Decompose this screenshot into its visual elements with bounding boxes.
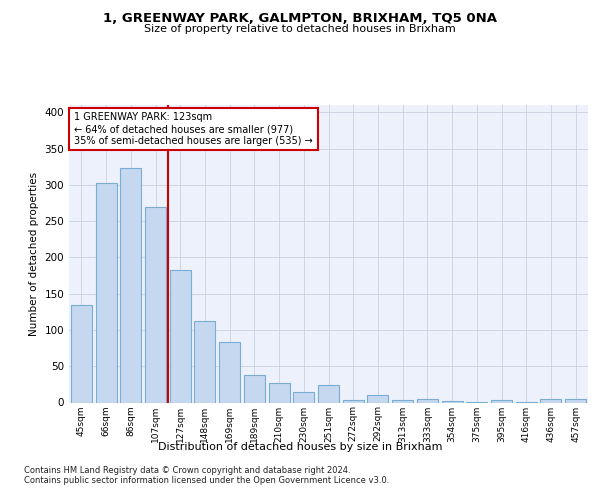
Bar <box>491 400 512 402</box>
Text: Contains HM Land Registry data © Crown copyright and database right 2024.: Contains HM Land Registry data © Crown c… <box>24 466 350 475</box>
Bar <box>219 342 240 402</box>
Bar <box>194 320 215 402</box>
Y-axis label: Number of detached properties: Number of detached properties <box>29 172 39 336</box>
Text: Size of property relative to detached houses in Brixham: Size of property relative to detached ho… <box>144 24 456 34</box>
Bar <box>293 392 314 402</box>
Bar <box>145 206 166 402</box>
Text: Contains public sector information licensed under the Open Government Licence v3: Contains public sector information licen… <box>24 476 389 485</box>
Bar <box>417 399 438 402</box>
Bar <box>343 400 364 402</box>
Bar <box>367 395 388 402</box>
Bar <box>244 375 265 402</box>
Bar <box>392 400 413 402</box>
Text: 1 GREENWAY PARK: 123sqm
← 64% of detached houses are smaller (977)
35% of semi-d: 1 GREENWAY PARK: 123sqm ← 64% of detache… <box>74 112 313 146</box>
Bar <box>170 270 191 402</box>
Bar <box>120 168 141 402</box>
Bar <box>71 304 92 402</box>
Bar <box>318 385 339 402</box>
Bar <box>541 399 562 402</box>
Bar <box>442 401 463 402</box>
Bar <box>269 383 290 402</box>
Bar <box>95 184 116 402</box>
Text: 1, GREENWAY PARK, GALMPTON, BRIXHAM, TQ5 0NA: 1, GREENWAY PARK, GALMPTON, BRIXHAM, TQ5… <box>103 12 497 26</box>
Text: Distribution of detached houses by size in Brixham: Distribution of detached houses by size … <box>158 442 442 452</box>
Bar <box>565 399 586 402</box>
